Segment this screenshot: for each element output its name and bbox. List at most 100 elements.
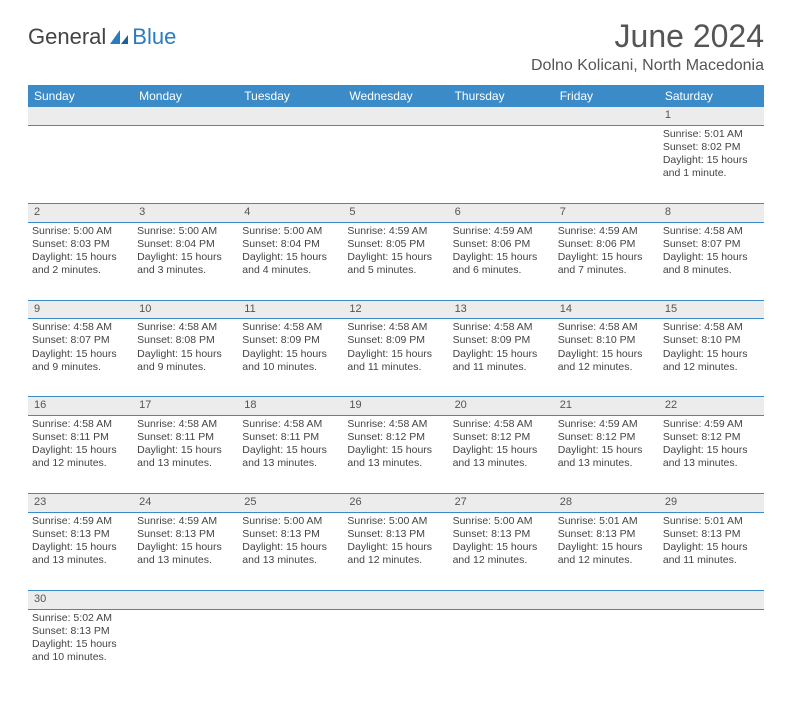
day-details: Sunrise: 4:58 AM Sunset: 8:08 PM Dayligh…: [137, 321, 234, 374]
day-details: Sunrise: 5:00 AM Sunset: 8:04 PM Dayligh…: [242, 225, 339, 278]
day-number: [554, 590, 659, 609]
daynum-row: 2345678: [28, 203, 764, 222]
day-number: 18: [238, 397, 343, 416]
day-details: Sunrise: 4:58 AM Sunset: 8:09 PM Dayligh…: [453, 321, 550, 374]
week-row: Sunrise: 4:59 AM Sunset: 8:13 PM Dayligh…: [28, 512, 764, 590]
week-row: Sunrise: 5:01 AM Sunset: 8:02 PM Dayligh…: [28, 125, 764, 203]
day-cell: [343, 609, 448, 687]
header: General Blue June 2024 Dolno Kolicani, N…: [28, 18, 764, 75]
col-friday: Friday: [554, 85, 659, 107]
daynum-row: 9101112131415: [28, 300, 764, 319]
day-number: 2: [28, 203, 133, 222]
day-number: 16: [28, 397, 133, 416]
day-details: Sunrise: 5:02 AM Sunset: 8:13 PM Dayligh…: [32, 612, 129, 665]
week-row: Sunrise: 5:02 AM Sunset: 8:13 PM Dayligh…: [28, 609, 764, 687]
day-cell: Sunrise: 4:59 AM Sunset: 8:13 PM Dayligh…: [28, 512, 133, 590]
day-number: 8: [659, 203, 764, 222]
day-number: 22: [659, 397, 764, 416]
day-number: 12: [343, 300, 448, 319]
day-number: 9: [28, 300, 133, 319]
day-details: Sunrise: 5:01 AM Sunset: 8:13 PM Dayligh…: [663, 515, 760, 568]
calendar-page: General Blue June 2024 Dolno Kolicani, N…: [0, 0, 792, 705]
day-details: Sunrise: 4:58 AM Sunset: 8:10 PM Dayligh…: [558, 321, 655, 374]
day-details: Sunrise: 4:58 AM Sunset: 8:09 PM Dayligh…: [347, 321, 444, 374]
logo: General Blue: [28, 24, 176, 50]
day-number: 19: [343, 397, 448, 416]
daynum-row: 30: [28, 590, 764, 609]
day-number: 13: [449, 300, 554, 319]
day-cell: Sunrise: 4:59 AM Sunset: 8:12 PM Dayligh…: [554, 416, 659, 494]
day-details: Sunrise: 4:59 AM Sunset: 8:13 PM Dayligh…: [137, 515, 234, 568]
day-cell: Sunrise: 4:58 AM Sunset: 8:12 PM Dayligh…: [343, 416, 448, 494]
day-cell: Sunrise: 4:58 AM Sunset: 8:09 PM Dayligh…: [449, 319, 554, 397]
day-cell: [28, 125, 133, 203]
day-cell: Sunrise: 5:00 AM Sunset: 8:04 PM Dayligh…: [133, 222, 238, 300]
day-cell: Sunrise: 5:00 AM Sunset: 8:04 PM Dayligh…: [238, 222, 343, 300]
day-number: 26: [343, 494, 448, 513]
day-details: Sunrise: 4:59 AM Sunset: 8:05 PM Dayligh…: [347, 225, 444, 278]
day-details: Sunrise: 4:59 AM Sunset: 8:12 PM Dayligh…: [663, 418, 760, 471]
logo-text-1: General: [28, 24, 106, 50]
day-cell: [343, 125, 448, 203]
day-number: 14: [554, 300, 659, 319]
day-details: Sunrise: 4:58 AM Sunset: 8:11 PM Dayligh…: [242, 418, 339, 471]
day-number: 15: [659, 300, 764, 319]
day-number: [28, 107, 133, 125]
day-details: Sunrise: 4:58 AM Sunset: 8:07 PM Dayligh…: [663, 225, 760, 278]
day-number: [659, 590, 764, 609]
day-details: Sunrise: 4:58 AM Sunset: 8:09 PM Dayligh…: [242, 321, 339, 374]
day-cell: Sunrise: 5:01 AM Sunset: 8:13 PM Dayligh…: [659, 512, 764, 590]
col-tuesday: Tuesday: [238, 85, 343, 107]
day-cell: [554, 609, 659, 687]
day-details: Sunrise: 5:01 AM Sunset: 8:13 PM Dayligh…: [558, 515, 655, 568]
day-details: Sunrise: 4:59 AM Sunset: 8:06 PM Dayligh…: [453, 225, 550, 278]
day-details: Sunrise: 4:59 AM Sunset: 8:06 PM Dayligh…: [558, 225, 655, 278]
day-number: 24: [133, 494, 238, 513]
day-details: Sunrise: 4:58 AM Sunset: 8:12 PM Dayligh…: [453, 418, 550, 471]
day-cell: [659, 609, 764, 687]
day-cell: [133, 609, 238, 687]
day-cell: Sunrise: 4:59 AM Sunset: 8:13 PM Dayligh…: [133, 512, 238, 590]
day-cell: Sunrise: 5:00 AM Sunset: 8:03 PM Dayligh…: [28, 222, 133, 300]
day-cell: Sunrise: 4:58 AM Sunset: 8:10 PM Dayligh…: [554, 319, 659, 397]
day-cell: [449, 609, 554, 687]
month-title: June 2024: [531, 18, 764, 55]
day-number: [343, 107, 448, 125]
day-number: [238, 107, 343, 125]
day-cell: Sunrise: 4:58 AM Sunset: 8:07 PM Dayligh…: [659, 222, 764, 300]
day-cell: Sunrise: 4:59 AM Sunset: 8:12 PM Dayligh…: [659, 416, 764, 494]
day-cell: Sunrise: 4:59 AM Sunset: 8:06 PM Dayligh…: [554, 222, 659, 300]
day-cell: Sunrise: 4:58 AM Sunset: 8:12 PM Dayligh…: [449, 416, 554, 494]
day-cell: Sunrise: 4:58 AM Sunset: 8:11 PM Dayligh…: [133, 416, 238, 494]
header-row: Sunday Monday Tuesday Wednesday Thursday…: [28, 85, 764, 107]
day-number: 20: [449, 397, 554, 416]
day-details: Sunrise: 4:58 AM Sunset: 8:11 PM Dayligh…: [137, 418, 234, 471]
day-number: 27: [449, 494, 554, 513]
day-number: 23: [28, 494, 133, 513]
day-number: 3: [133, 203, 238, 222]
day-number: 10: [133, 300, 238, 319]
day-number: [343, 590, 448, 609]
day-cell: Sunrise: 5:00 AM Sunset: 8:13 PM Dayligh…: [343, 512, 448, 590]
daynum-row: 23242526272829: [28, 494, 764, 513]
day-details: Sunrise: 4:58 AM Sunset: 8:07 PM Dayligh…: [32, 321, 129, 374]
day-details: Sunrise: 4:59 AM Sunset: 8:13 PM Dayligh…: [32, 515, 129, 568]
title-block: June 2024 Dolno Kolicani, North Macedoni…: [531, 18, 764, 75]
day-cell: Sunrise: 5:00 AM Sunset: 8:13 PM Dayligh…: [238, 512, 343, 590]
week-row: Sunrise: 4:58 AM Sunset: 8:11 PM Dayligh…: [28, 416, 764, 494]
day-number: 25: [238, 494, 343, 513]
day-number: 5: [343, 203, 448, 222]
day-number: [133, 590, 238, 609]
day-details: Sunrise: 5:00 AM Sunset: 8:13 PM Dayligh…: [453, 515, 550, 568]
col-saturday: Saturday: [659, 85, 764, 107]
day-cell: Sunrise: 5:01 AM Sunset: 8:13 PM Dayligh…: [554, 512, 659, 590]
day-cell: Sunrise: 4:58 AM Sunset: 8:11 PM Dayligh…: [238, 416, 343, 494]
day-cell: [133, 125, 238, 203]
logo-text-2: Blue: [132, 24, 176, 50]
col-sunday: Sunday: [28, 85, 133, 107]
daynum-row: 1: [28, 107, 764, 125]
sail-icon: [108, 28, 130, 46]
day-number: 7: [554, 203, 659, 222]
day-cell: Sunrise: 4:59 AM Sunset: 8:05 PM Dayligh…: [343, 222, 448, 300]
day-details: Sunrise: 5:00 AM Sunset: 8:13 PM Dayligh…: [242, 515, 339, 568]
